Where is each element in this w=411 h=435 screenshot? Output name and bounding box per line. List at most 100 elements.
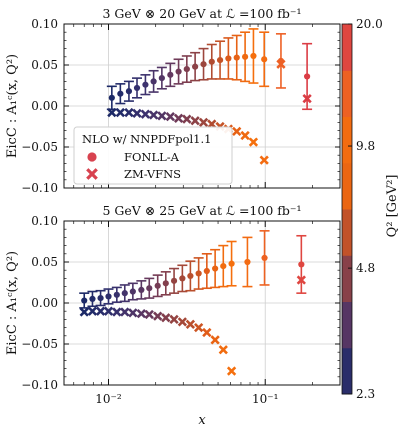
bottom-zmvfns-marker <box>177 317 188 327</box>
bottom-x-tick-label: 10⁻² <box>95 392 122 406</box>
top-zmvfns-marker <box>276 59 286 69</box>
top-panel-title: 3 GeV ⊗ 20 GeV at ℒ =100 fb⁻¹ <box>103 6 302 21</box>
bottom-fonll-point <box>169 267 180 294</box>
colorbar-tick-label: 2.3 <box>356 387 375 401</box>
top-zmvfns-marker <box>107 107 117 118</box>
top-fonll-marker <box>183 66 190 73</box>
colorbar-ticks: 2.3 4.8 9.8 20.0 <box>348 17 383 401</box>
top-fonll-marker <box>150 78 157 85</box>
top-fonll-point <box>165 62 176 88</box>
bottom-y-tick-label: 0.00 <box>31 296 58 310</box>
top-zmvfns-marker <box>157 111 167 121</box>
bottom-zmvfns-marker <box>296 275 306 285</box>
top-fonll-point <box>181 55 192 84</box>
colorbar-band <box>342 70 352 117</box>
x-axis-label: x <box>198 413 206 428</box>
top-fonll-marker <box>241 53 249 60</box>
bottom-fonll-marker <box>203 267 210 275</box>
bottom-fonll-marker <box>170 277 178 284</box>
bottom-fonll-marker <box>244 258 251 266</box>
top-fonll-marker <box>303 73 311 80</box>
top-zmvfns-marker <box>302 93 312 104</box>
top-fonll-marker <box>225 55 232 62</box>
top-zmvfns-marker <box>148 110 159 120</box>
top-fonll-point <box>215 40 226 80</box>
top-fonll-point <box>259 31 270 88</box>
bottom-zmvfns-marker <box>79 307 89 317</box>
top-fonll-marker <box>108 94 115 101</box>
bottom-zmvfns-marker <box>202 327 212 338</box>
top-y-tick-label: 0.00 <box>31 99 58 113</box>
bottom-fonll-point <box>193 257 204 290</box>
top-zmvfns-marker <box>140 109 151 119</box>
bottom-panel-title: 5 GeV ⊗ 25 GeV at ℒ =100 fb⁻¹ <box>103 203 302 218</box>
bottom-zmvfns-marker <box>218 345 228 355</box>
bottom-y-axis-label: EicC : A₁ᶜ(x, Q²) <box>5 251 20 355</box>
bottom-markers <box>79 230 307 376</box>
bottom-fonll-point <box>119 284 130 303</box>
top-plot-frame <box>63 23 341 189</box>
bottom-fonll-point <box>152 274 163 298</box>
bottom-y-tick-label: −0.10 <box>21 378 58 392</box>
colorbar-band <box>342 255 352 302</box>
bottom-fonll-marker <box>261 254 268 261</box>
top-fonll-marker <box>216 56 224 64</box>
colorbar-tick-label: 4.8 <box>356 261 375 275</box>
bottom-fonll-marker <box>81 297 88 304</box>
bottom-fonll-point <box>95 289 106 307</box>
legend: NLO w/ NNPDFpol1.1 FONLL-A ZM-VFNS <box>73 126 233 185</box>
top-fonll-point <box>173 58 184 85</box>
top-fonll-marker <box>192 63 199 70</box>
bottom-fonll-point <box>259 230 270 286</box>
top-zmvfns-marker <box>182 114 192 124</box>
legend-entry-fonll-a: FONLL-A <box>124 150 180 164</box>
bottom-y-tick-label: −0.05 <box>21 337 58 351</box>
top-fonll-marker <box>142 81 149 88</box>
bottom-zmvfns-marker <box>169 314 179 325</box>
bottom-fonll-marker <box>154 282 161 289</box>
top-fonll-marker <box>125 88 133 95</box>
bottom-fonll-point <box>160 271 171 296</box>
bottom-zmvfns-marker <box>87 306 98 316</box>
top-fonll-point <box>223 37 234 80</box>
top-fonll-point <box>140 74 151 96</box>
bottom-zmvfns-marker <box>128 308 138 318</box>
bottom-ticks: 0.10 0.05 0.00 −0.05 −0.10 10⁻² 10⁻¹ <box>21 214 341 406</box>
bottom-y-tick-label: 0.10 <box>31 214 58 228</box>
top-fonll-point <box>206 43 217 80</box>
colorbar-band <box>342 24 352 71</box>
bottom-fonll-point <box>87 290 98 308</box>
top-fonll-point <box>156 66 167 90</box>
bottom-fonll-marker <box>129 288 136 295</box>
top-fonll-point <box>132 77 143 99</box>
colorbar-frame <box>341 23 353 395</box>
top-fonll-marker <box>133 84 141 92</box>
top-zmvfns-marker <box>124 107 134 118</box>
top-y-tick-label: −0.10 <box>21 181 58 195</box>
bottom-x-tick-label: 10⁻¹ <box>252 392 278 406</box>
bottom-zmvfns-marker <box>120 307 130 317</box>
bottom-fonll-marker <box>113 291 120 298</box>
bottom-zmvfns-marker <box>210 335 220 345</box>
bottom-fonll-point <box>111 286 122 303</box>
top-fonll-marker <box>261 56 268 63</box>
colorbar-tick-label: 9.8 <box>356 139 375 153</box>
bottom-fonll-marker <box>146 285 153 292</box>
bottom-fonll-point <box>296 234 307 294</box>
bottom-grid <box>64 220 340 386</box>
bottom-fonll-marker <box>187 272 194 280</box>
top-fonll-point <box>198 47 209 81</box>
bottom-fonll-point <box>127 282 138 301</box>
bottom-fonll-point <box>210 248 221 289</box>
bottom-fonll-point <box>185 260 196 292</box>
bottom-zmvfns-marker <box>136 309 146 319</box>
top-fonll-marker <box>233 54 240 61</box>
bottom-fonll-marker <box>179 275 186 282</box>
bottom-fonll-marker <box>220 263 227 270</box>
colorbar-band <box>342 347 352 395</box>
legend-box <box>73 126 233 185</box>
top-zmvfns-marker <box>173 113 184 123</box>
legend-entry-zm-vfns: ZM-VFNS <box>124 167 181 181</box>
bottom-fonll-marker <box>105 293 112 300</box>
